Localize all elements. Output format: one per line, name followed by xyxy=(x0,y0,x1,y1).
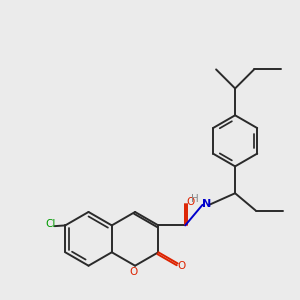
Text: O: O xyxy=(178,261,186,271)
Text: Cl: Cl xyxy=(46,219,56,229)
Text: O: O xyxy=(129,267,137,278)
Text: H: H xyxy=(191,194,199,204)
Text: O: O xyxy=(187,197,195,207)
Text: N: N xyxy=(202,199,212,209)
